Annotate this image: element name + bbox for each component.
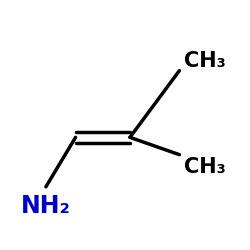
Text: NH₂: NH₂ — [21, 194, 71, 218]
Text: CH₃: CH₃ — [184, 51, 226, 71]
Text: CH₃: CH₃ — [184, 157, 226, 177]
